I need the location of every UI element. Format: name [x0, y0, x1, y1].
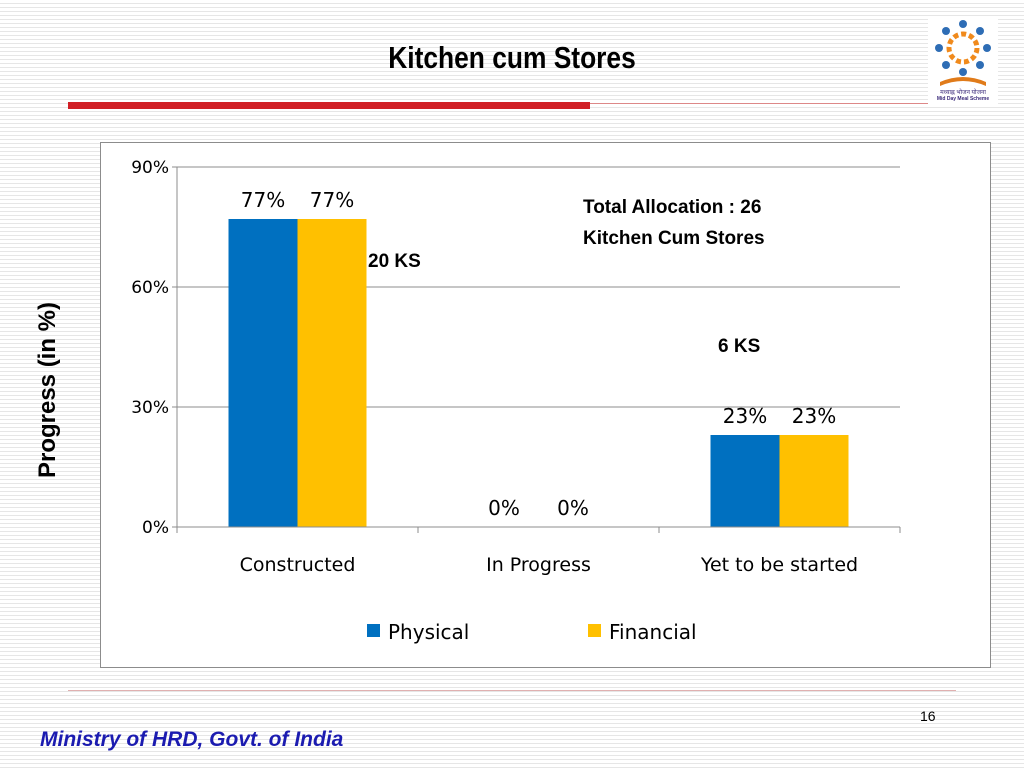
total-allocation-line2: Kitchen Cum Stores — [583, 228, 765, 249]
logo-text-hindi: मध्याह्न भोजन योजना — [940, 90, 986, 96]
mid-day-meal-logo: मध्याह्न भोजन योजना Mid Day Meal Scheme — [928, 18, 998, 104]
data-label-1-1: 0% — [557, 496, 589, 520]
data-label-0-0: 77% — [241, 188, 285, 212]
y-axis-label: Progress (in %) — [34, 301, 61, 479]
chart-area: 0% 30% 60% 90% Constructed 77% 77% In Progress 0… — [100, 142, 991, 668]
title-underline-bar — [68, 102, 590, 109]
y-tick-label-90: 90% — [131, 158, 169, 178]
bar-chart: 0% 30% 60% 90% Constructed 77% 77% In Progress 0… — [131, 158, 901, 644]
legend-swatch-0 — [367, 624, 380, 637]
total-allocation-line1: Total Allocation : 26 — [583, 197, 762, 218]
x-tick-label-2: Yet to be started — [700, 554, 858, 576]
legend-label-0: Physical — [388, 620, 469, 644]
data-label-0-1: 0% — [488, 496, 520, 520]
data-label-1-0: 77% — [310, 188, 354, 212]
logo-text-english: Mid Day Meal Scheme — [936, 96, 990, 102]
title-underline-thin — [590, 103, 956, 104]
slide-title: Kitchen cum Stores — [388, 40, 636, 75]
x-tick-label-1: In Progress — [486, 554, 591, 576]
pending-count-note: 6 KS — [718, 336, 761, 357]
page-number: 16 — [920, 708, 936, 724]
bar-0-2 — [710, 435, 780, 527]
data-label-1-2: 23% — [792, 404, 836, 428]
logo-emblem-icon — [935, 20, 991, 86]
y-axis-label-wrap: Progress (in %) — [20, 240, 76, 540]
y-tick-label-0: 0% — [142, 518, 169, 538]
legend-swatch-1 — [588, 624, 601, 637]
bar-1-0 — [297, 219, 367, 527]
bar-0-0 — [228, 219, 298, 527]
total-allocation-note: Total Allocation : 26 Kitchen Cum Stores — [583, 192, 765, 254]
bar-1-2 — [779, 435, 849, 527]
footer-ministry-text: Ministry of HRD, Govt. of India — [40, 728, 344, 751]
data-label-0-2: 23% — [723, 404, 767, 428]
legend-label-1: Financial — [609, 620, 697, 644]
constructed-count-note: 20 KS — [368, 251, 421, 272]
y-tick-label-60: 60% — [131, 278, 169, 298]
y-tick-label-30: 30% — [131, 398, 169, 418]
x-tick-label-0: Constructed — [240, 554, 356, 576]
footer-divider — [68, 690, 956, 691]
